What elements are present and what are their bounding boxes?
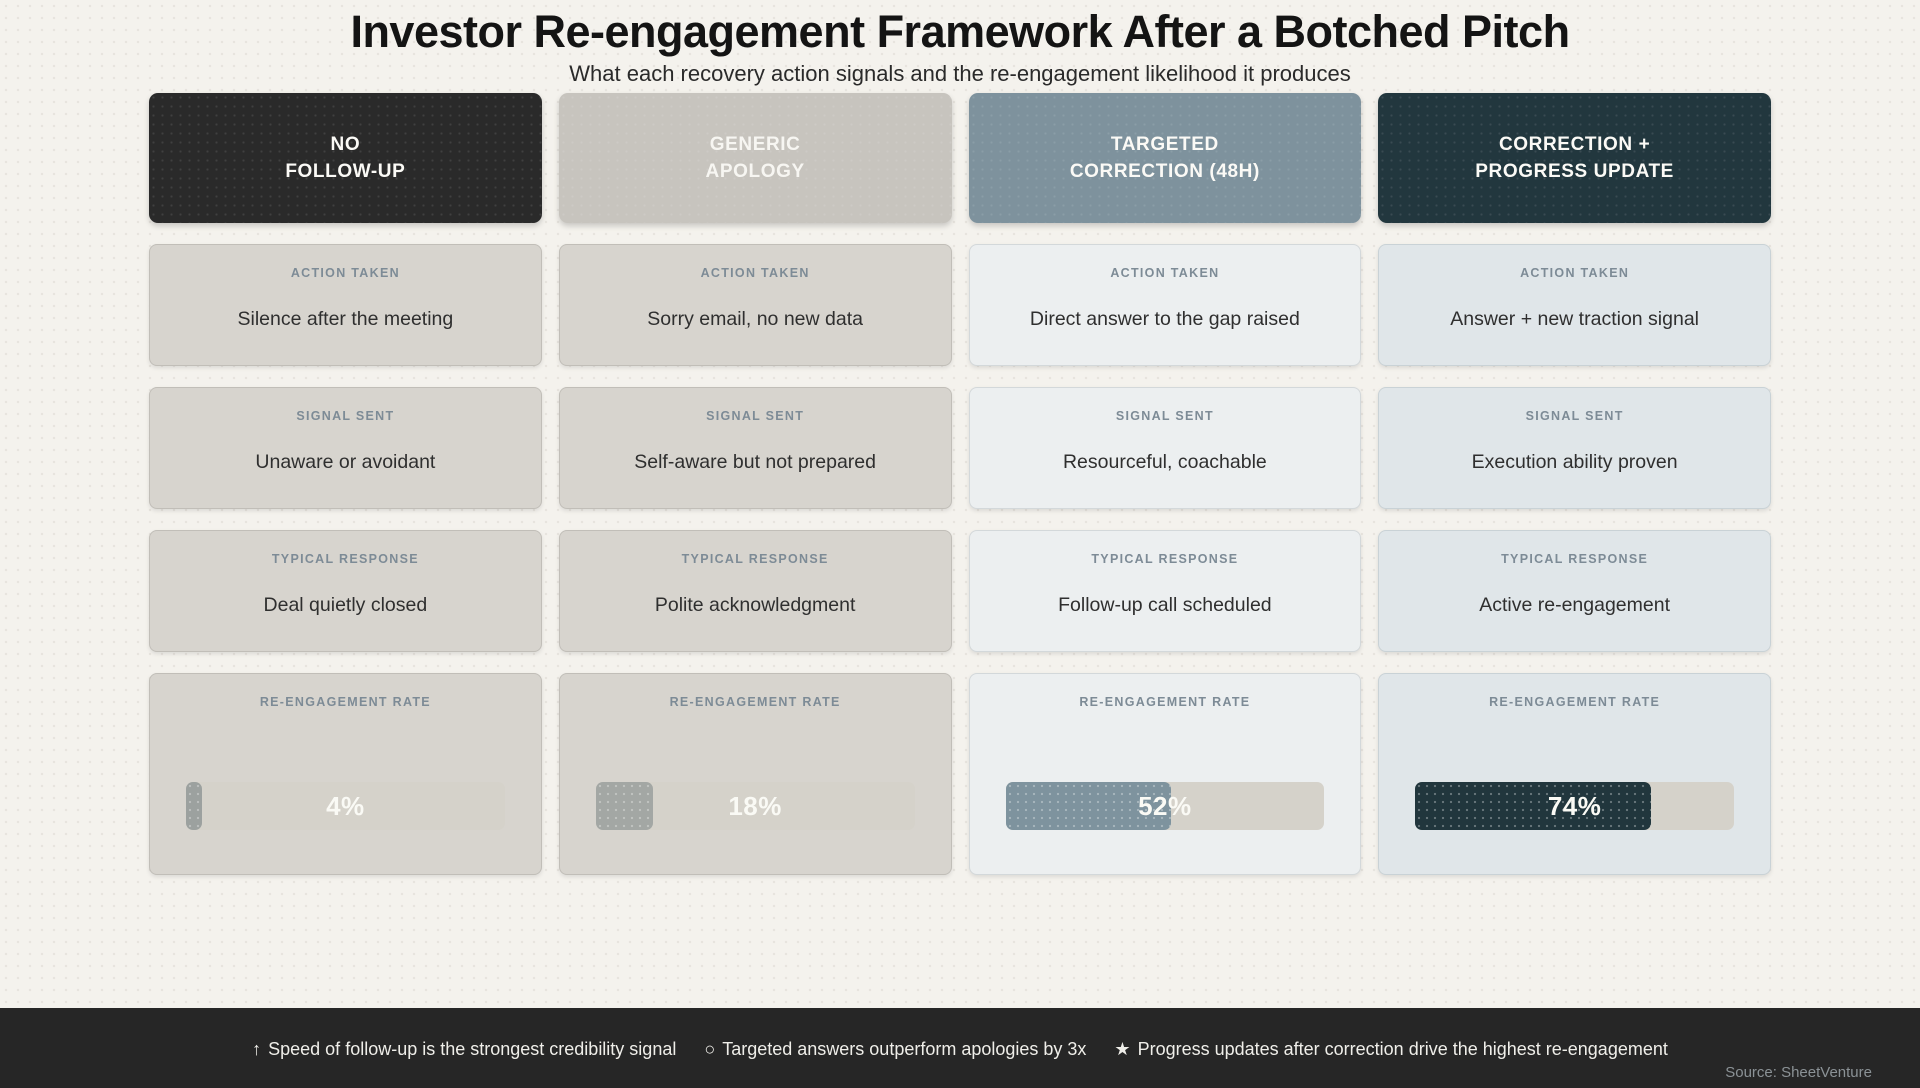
- cell-value: Silence after the meeting: [237, 308, 454, 331]
- rate-bar-track: [1005, 782, 1325, 831]
- cell-value: Execution ability proven: [1471, 451, 1678, 474]
- row-label-re-engagement-rate: RE-ENGAGEMENT RATE: [1079, 695, 1251, 710]
- rate-value: 52%: [1138, 790, 1192, 821]
- cell-value: Polite acknowledgment: [654, 594, 856, 617]
- row-label-typical-response: TYPICAL RESPONSE: [271, 552, 419, 567]
- cell-response-generic-apology: TYPICAL RESPONSE Polite acknowledgment: [558, 530, 952, 653]
- column-header-line: PROGRESS UPDATE: [1475, 161, 1674, 183]
- rate-bar-track: [186, 782, 505, 831]
- footer-note: ↑ Speed of follow-up is the strongest cre…: [252, 1039, 676, 1060]
- footer-note-text: Targeted answers outperform apologies by…: [722, 1039, 1087, 1059]
- row-label-action-taken: ACTION TAKEN: [1110, 266, 1220, 281]
- page-title: Investor Re-engagement Framework After a…: [350, 6, 1570, 57]
- row-label-action-taken: ACTION TAKEN: [290, 266, 400, 281]
- cell-action-no-follow-up: ACTION TAKEN Silence after the meeting: [149, 244, 542, 367]
- footer-notes: ↑ Speed of follow-up is the strongest cre…: [0, 1008, 1920, 1060]
- rate-bar-fill: [595, 782, 654, 831]
- cell-action-targeted-correction: ACTION TAKEN Direct answer to the gap ra…: [968, 244, 1362, 367]
- rate-bar-fill: [186, 782, 202, 831]
- cell-response-correction-progress: TYPICAL RESPONSE Active re-engagement: [1378, 530, 1771, 653]
- row-label-re-engagement-rate: RE-ENGAGEMENT RATE: [669, 695, 841, 710]
- row-label-signal-sent: SIGNAL SENT: [706, 409, 805, 424]
- row-label-typical-response: TYPICAL RESPONSE: [681, 552, 829, 567]
- cell-value: Unaware or avoidant: [255, 451, 436, 474]
- cell-signal-targeted-correction: SIGNAL SENT Resourceful, coachable: [968, 387, 1362, 510]
- column-header-line: APOLOGY: [705, 161, 805, 183]
- cell-response-no-follow-up: TYPICAL RESPONSE Deal quietly closed: [149, 530, 542, 653]
- cell-signal-correction-progress: SIGNAL SENT Execution ability proven: [1378, 387, 1771, 510]
- row-label-signal-sent: SIGNAL SENT: [1115, 409, 1214, 424]
- cell-value: Answer + new traction signal: [1450, 308, 1699, 331]
- cell-rate-no-follow-up: RE-ENGAGEMENT RATE 4%: [149, 673, 542, 876]
- cell-rate-targeted-correction: RE-ENGAGEMENT RATE 52%: [968, 673, 1362, 876]
- column-header-line: TARGETED: [1110, 133, 1219, 155]
- source-attribution: Source: SheetVenture: [1725, 1064, 1872, 1081]
- circle-icon: ○: [704, 1039, 716, 1059]
- rate-bar-fill: [1005, 782, 1172, 831]
- rate-bar-track: [1415, 782, 1734, 831]
- row-label-signal-sent: SIGNAL SENT: [1525, 409, 1624, 424]
- row-label-signal-sent: SIGNAL SENT: [296, 409, 395, 424]
- column-header-line: NO: [330, 133, 361, 155]
- row-label-re-engagement-rate: RE-ENGAGEMENT RATE: [1489, 695, 1661, 710]
- column-header-generic-apology: GENERIC APOLOGY: [558, 93, 952, 224]
- column-header-targeted-correction: TARGETED CORRECTION (48H): [968, 93, 1362, 224]
- row-label-action-taken: ACTION TAKEN: [700, 266, 810, 281]
- footer-note-text: Progress updates after correction drive …: [1137, 1039, 1668, 1059]
- row-label-action-taken: ACTION TAKEN: [1520, 266, 1630, 281]
- column-header-correction-progress-update: CORRECTION + PROGRESS UPDATE: [1378, 93, 1771, 224]
- star-icon: ★: [1114, 1039, 1131, 1059]
- cell-action-generic-apology: ACTION TAKEN Sorry email, no new data: [558, 244, 952, 367]
- cell-action-correction-progress: ACTION TAKEN Answer + new traction signa…: [1378, 244, 1771, 367]
- cell-value: Active re-engagement: [1479, 594, 1671, 617]
- up-arrow-icon: ↑: [252, 1039, 262, 1059]
- cell-value: Deal quietly closed: [263, 594, 428, 617]
- row-label-re-engagement-rate: RE-ENGAGEMENT RATE: [259, 695, 431, 710]
- rate-value: 74%: [1547, 790, 1602, 821]
- cell-signal-generic-apology: SIGNAL SENT Self-aware but not prepared: [558, 387, 952, 510]
- row-label-typical-response: TYPICAL RESPONSE: [1501, 552, 1649, 567]
- page-subtitle: What each recovery action signals and th…: [569, 61, 1351, 87]
- rate-value: 4%: [326, 790, 365, 821]
- row-label-typical-response: TYPICAL RESPONSE: [1091, 552, 1239, 567]
- cell-value: Direct answer to the gap raised: [1029, 308, 1300, 331]
- column-header-no-follow-up: NO FOLLOW-UP: [149, 93, 542, 224]
- rate-bar-track: [595, 782, 915, 831]
- cell-value: Resourceful, coachable: [1062, 451, 1267, 474]
- rate-bar-fill: [1415, 782, 1652, 831]
- cell-value: Self-aware but not prepared: [634, 451, 876, 474]
- footer-note-text: Speed of follow-up is the strongest cred…: [268, 1039, 677, 1059]
- footer-bar: ↑ Speed of follow-up is the strongest cre…: [0, 1008, 1920, 1088]
- column-header-line: CORRECTION +: [1498, 133, 1651, 155]
- footer-note: ○ Targeted answers outperform apologies b…: [704, 1039, 1086, 1060]
- cell-value: Sorry email, no new data: [647, 308, 863, 331]
- rate-value: 18%: [728, 790, 782, 821]
- cell-rate-generic-apology: RE-ENGAGEMENT RATE 18%: [558, 673, 952, 876]
- column-header-line: FOLLOW-UP: [285, 161, 406, 183]
- column-header-line: GENERIC: [709, 133, 801, 155]
- cell-response-targeted-correction: TYPICAL RESPONSE Follow-up call schedule…: [968, 530, 1362, 653]
- column-header-line: CORRECTION (48H): [1069, 161, 1260, 183]
- cell-value: Follow-up call scheduled: [1058, 594, 1272, 617]
- cell-rate-correction-progress: RE-ENGAGEMENT RATE 74%: [1378, 673, 1771, 876]
- cell-signal-no-follow-up: SIGNAL SENT Unaware or avoidant: [149, 387, 542, 510]
- footer-note: ★ Progress updates after correction drive…: [1114, 1039, 1667, 1060]
- framework-grid: NO FOLLOW-UP GENERIC APOLOGY TARGETED CO…: [149, 93, 1771, 876]
